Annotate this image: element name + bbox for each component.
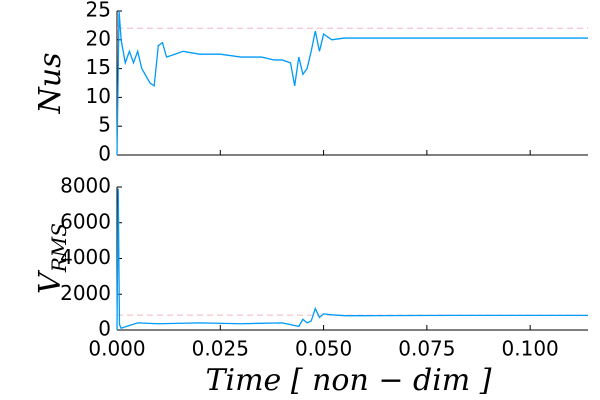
x-tick-label: 0.000 (88, 337, 145, 361)
y-tick-label: 10 (86, 84, 111, 108)
y-tick-label: 0 (98, 142, 111, 166)
y-tick-label: 15 (86, 55, 111, 79)
x-tick-label: 0.050 (295, 337, 352, 361)
y-axis-label-subscript: RMS (47, 223, 71, 273)
y-tick-label: 4000 (60, 245, 111, 269)
y-axis-label: VRMS (33, 223, 71, 294)
y-tick-label: 8000 (60, 174, 111, 198)
x-tick-label: 0.025 (192, 337, 249, 361)
y-tick-label: 25 (86, 0, 111, 22)
y-axis-label-text: V (33, 269, 68, 294)
x-axis-label: Time [ non − dim ] (206, 363, 492, 398)
x-tick-label: 0.100 (502, 337, 559, 361)
y-tick-label: 6000 (60, 209, 111, 233)
series-line (116, 188, 588, 331)
y-tick-label: 20 (86, 26, 111, 50)
x-tick-label: 0.075 (398, 337, 455, 361)
series-line (116, 10, 588, 156)
y-tick-label: 5 (98, 113, 111, 137)
y-axis-label-text: Nus (33, 53, 68, 115)
y-axis-label: Nus (33, 53, 68, 115)
y-tick-label: 0 (98, 317, 111, 341)
y-tick-label: 2000 (60, 281, 111, 305)
